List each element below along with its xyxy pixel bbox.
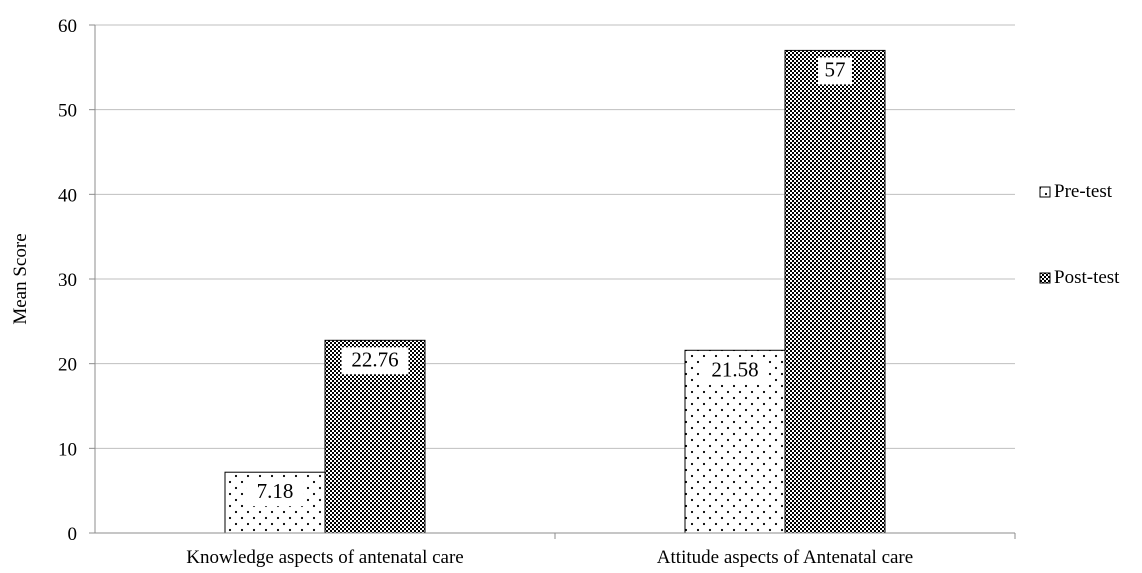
- y-tick-label: 10: [58, 439, 77, 460]
- data-label: 57: [825, 57, 846, 81]
- data-label-box: [818, 57, 852, 85]
- legend-label: Pre-test: [1054, 181, 1113, 202]
- legend-swatch-post-test: [1039, 272, 1051, 284]
- data-label-box: [247, 479, 303, 507]
- data-label: 7.18: [257, 479, 294, 503]
- legend: Pre-test Post-test: [1039, 181, 1120, 288]
- y-tick-label: 20: [58, 355, 77, 376]
- data-label-box: [341, 347, 409, 375]
- bars: [224, 49, 886, 534]
- data-label: 22.76: [351, 347, 398, 371]
- data-label: 21.58: [711, 357, 758, 381]
- x-category-label: Knowledge aspects of antenatal care: [186, 547, 463, 568]
- legend-swatch-pre-test: [1039, 186, 1051, 198]
- y-tick-label: 40: [58, 185, 77, 206]
- x-category-label: Attitude aspects of Antenatal care: [657, 547, 913, 568]
- y-tick-label: 30: [58, 270, 77, 291]
- y-axis-title: Mean Score: [10, 233, 31, 324]
- data-label-box: [701, 357, 769, 385]
- bar-post-test: [784, 49, 886, 534]
- axes: 0 10 20 30 40 50 60 Mean Score Knowledge aspects…: [10, 16, 1016, 568]
- data-labels: 7.18 22.76 21.58 57: [247, 57, 852, 507]
- y-tick-label: 60: [58, 16, 77, 37]
- y-tick-label: 0: [68, 524, 78, 545]
- legend-label: Post-test: [1054, 267, 1120, 288]
- y-tick-label: 50: [58, 101, 77, 122]
